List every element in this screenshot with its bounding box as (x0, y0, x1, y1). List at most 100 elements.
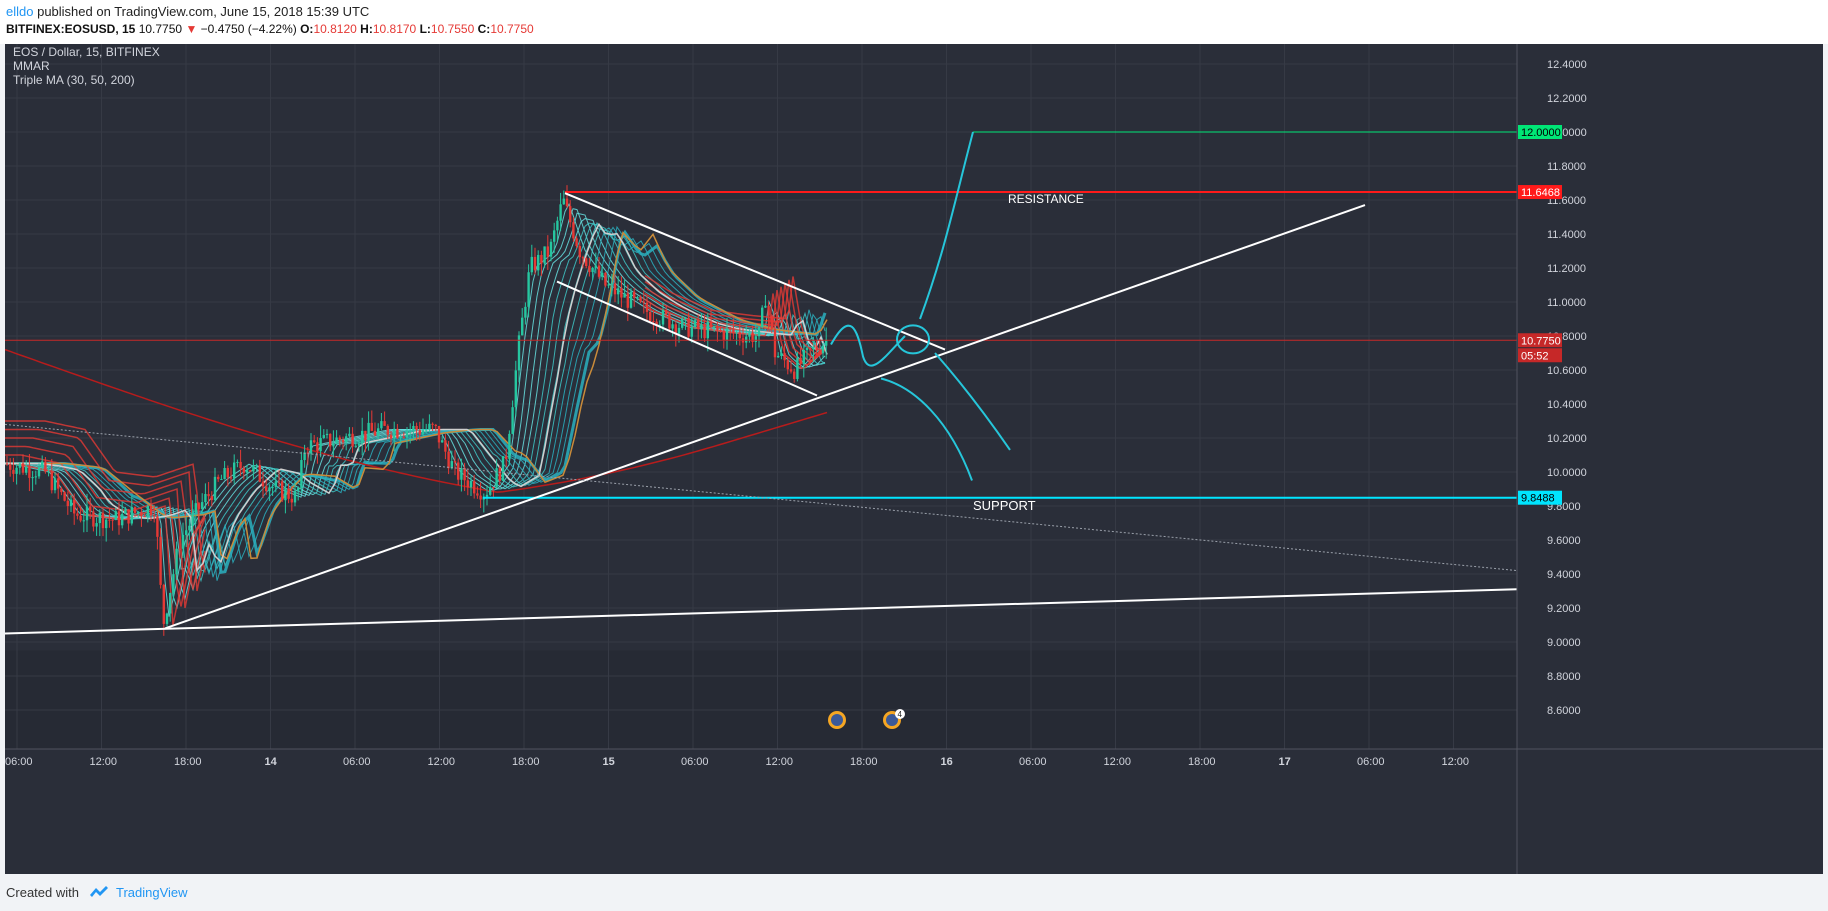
candle-body (85, 506, 89, 521)
candle-body (780, 352, 783, 356)
x-tick-label: 12:00 (1104, 756, 1132, 768)
candle-body (757, 327, 761, 337)
mmar-red-line (5, 454, 206, 607)
candle-body (748, 332, 751, 337)
tradingview-link[interactable]: TradingView (116, 885, 188, 900)
candle-body (69, 499, 73, 507)
mmar-red-line (5, 445, 206, 609)
high-value: 10.8170 (372, 22, 417, 36)
candle-body (815, 346, 818, 351)
candle-body (249, 470, 252, 472)
candle-body (498, 468, 501, 481)
event-flag-2[interactable]: 4 (883, 709, 905, 729)
candle-body (47, 471, 50, 473)
candle-body (473, 481, 476, 494)
publish-info: elldo published on TradingView.com, June… (6, 4, 369, 19)
last-price: 10.7750 (138, 22, 183, 36)
candle-body (405, 431, 409, 438)
candle-body (399, 436, 402, 438)
candle-body (722, 330, 725, 340)
tradingview-logo-icon (90, 886, 108, 897)
chart-grid (5, 44, 1517, 749)
candle-body (236, 461, 239, 463)
close-value: 10.7750 (490, 22, 534, 36)
candle-body (255, 465, 258, 467)
y-tick-label: 11.2000 (1547, 263, 1586, 275)
candle-body (533, 256, 537, 271)
descending-channel-bottom (556, 280, 818, 397)
candle-body (428, 423, 431, 430)
candle-body (463, 468, 466, 481)
candle-body (642, 301, 645, 303)
support-price-label-box (1518, 490, 1562, 505)
mmar-line (5, 226, 826, 578)
candle-body (178, 548, 181, 550)
candle-body (421, 430, 425, 435)
candle-body (313, 440, 316, 443)
candle-body (517, 335, 521, 371)
candle-body (101, 512, 105, 529)
candle-body (786, 360, 789, 370)
candle-body (665, 309, 668, 315)
candle-body (229, 477, 233, 479)
candle-body (796, 357, 799, 379)
mmar-red-line (644, 293, 826, 370)
mmar-red-line (5, 437, 206, 590)
candle-body (735, 332, 738, 334)
candle-body (732, 329, 735, 334)
candle-body (412, 425, 415, 431)
candle-body (738, 332, 741, 339)
candle-body (220, 478, 223, 480)
countdown-label: 05:52 (1521, 350, 1549, 362)
candle-body (569, 206, 572, 223)
candle-body (265, 486, 268, 492)
candle-body (297, 488, 300, 491)
close-label: C: (477, 22, 491, 36)
low-label: L: (419, 22, 431, 36)
event-flag-1[interactable] (828, 711, 846, 729)
chart-area[interactable]: 8.6000 8.8000 9.0000 9.2000 9.4000 9.6000 9.80… (4, 44, 1823, 874)
candle-body (469, 481, 473, 488)
candle-body (380, 421, 383, 429)
candle-body (709, 321, 713, 328)
candle-body (431, 423, 434, 425)
y-tick-label: 9.4000 (1547, 569, 1581, 581)
candle-body (159, 536, 162, 585)
y-tick-label: 12.2000 (1547, 93, 1587, 105)
candle-body (764, 305, 767, 308)
candle-body (156, 516, 159, 537)
long-trendline (4, 588, 1518, 635)
candle-body (37, 467, 41, 477)
candle-body (559, 204, 562, 221)
candle-body (191, 512, 194, 526)
candle-body (82, 520, 85, 522)
y-tick-label: 11.0000 (1547, 297, 1586, 309)
candle-body (626, 293, 629, 308)
candle-body (60, 488, 63, 493)
candle-body (789, 369, 793, 372)
candle-body (98, 512, 101, 524)
candle-body (364, 430, 367, 441)
symbol-name: BITFINEX:EOSUSD, 15 (6, 22, 136, 36)
down-arrow-icon: ▼ (185, 22, 198, 36)
candle-body (162, 584, 165, 624)
candle-body (370, 422, 373, 431)
candle-body (172, 574, 175, 593)
author-link[interactable]: elldo (6, 4, 34, 19)
candle-body (252, 465, 255, 472)
price-labels: 12.0000 11.6468 10.7750 05:52 9.8488 (1518, 125, 1562, 505)
candle-body (361, 430, 364, 444)
candle-body (415, 425, 418, 431)
candle-body (261, 481, 265, 487)
candle-body (396, 428, 399, 438)
price-change: −0.4750 (−4.22%) (200, 22, 297, 36)
candle-body (681, 318, 684, 328)
mmar-line (5, 222, 826, 583)
candle-body (114, 511, 117, 520)
candle-body (623, 293, 626, 298)
price-chart[interactable]: 8.60008.80009.00009.20009.40009.60009.80… (4, 44, 1823, 874)
legend-mmar: MMAR (13, 59, 50, 73)
candle-body (226, 467, 229, 478)
y-tick-label: 8.6000 (1547, 705, 1581, 717)
candle-body (79, 515, 82, 521)
